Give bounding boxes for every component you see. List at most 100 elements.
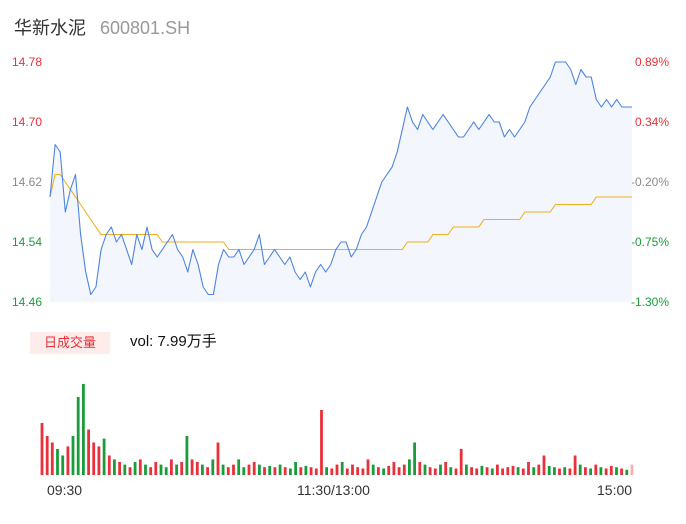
volume-bar [537,464,541,475]
volume-bar [82,384,85,475]
volume-bar [138,459,142,475]
volume-bar [107,455,111,475]
volume-bar [465,464,468,475]
price-tick-2: 14.70 [12,115,43,129]
volume-bar [325,467,328,475]
volume-bar [584,467,587,475]
volume-bar [330,468,334,475]
price-tick-5: 14.46 [12,295,43,309]
volume-bar [345,468,349,475]
volume-bar [144,464,147,475]
stock-title: 华新水泥 600801.SH [14,14,190,40]
volume-bar [335,464,339,475]
price-line [49,61,632,296]
volume-bar [206,467,209,475]
volume-bar [278,464,282,475]
pct-tick-1: 0.89% [634,55,669,69]
volume-bar [294,462,297,475]
volume-bar [516,467,520,475]
volume-bar [568,468,572,475]
volume-bar [454,468,458,475]
volume-bar [532,467,536,475]
volume-bar [615,467,618,475]
volume-bar [506,467,510,475]
volume-bar [604,468,608,475]
volume-bar [527,462,530,475]
volume-bar [258,464,261,475]
volume-bar [175,464,178,475]
volume-bar [553,467,556,475]
volume-bar [170,459,173,475]
volume-bar [71,436,75,475]
volume-bar [185,436,189,475]
volume-bar [314,468,318,475]
volume-bar [211,459,215,475]
volume-bar [289,468,292,475]
volume-bar [449,467,453,475]
volume-bar [392,462,396,475]
volume-bar [87,429,90,475]
average-price-line [49,173,632,251]
volume-bar [578,464,582,475]
volume-bar [128,467,132,475]
volume-bar [66,446,70,475]
volume-bar [558,468,561,475]
volume-bar [268,465,272,475]
x-tick-close: 15:00 [597,482,633,498]
volume-bar [496,464,499,475]
volume-bar [309,467,313,475]
volume-bar [190,459,194,475]
volume-bar [304,465,308,475]
price-tick-1: 14.78 [12,55,43,69]
stock-code: 600801.SH [100,18,191,38]
volume-badge[interactable]: 日成交量 [30,332,110,354]
volume-bar [159,464,163,475]
pct-tick-3: -0.20% [630,175,669,189]
volume-bar [123,464,127,475]
volume-bar [118,462,121,475]
volume-bar [620,468,623,475]
volume-bar [397,467,401,475]
volume-bar [149,467,153,475]
volume-bar [439,464,442,475]
volume-bar [133,462,137,475]
volume-bar [423,464,427,475]
volume-bar [371,464,375,475]
volume-bar [418,462,422,475]
volume-bar [221,464,225,475]
volume-bar [428,467,432,475]
volume-bar [76,397,80,475]
volume-bar [630,464,634,475]
volume-bar [92,442,96,475]
volume-bar [470,467,473,475]
volume-bar [50,442,54,475]
volume-bar [547,465,551,475]
pct-tick-4: -0.75% [630,235,669,249]
volume-bar [542,455,546,475]
volume-bar [180,462,184,475]
volume-bar [154,462,158,475]
volume-bar [589,468,592,475]
volume-bar [201,464,204,475]
volume-bar [485,467,489,475]
volume-bar [444,462,448,475]
volume-bar [61,455,65,475]
volume-bar [382,468,385,475]
volume-bar [45,436,49,475]
pct-tick-2: 0.34% [634,115,669,129]
volume-bar [247,464,251,475]
volume-bar [459,449,463,475]
volume-bar [273,467,277,475]
volume-readout: vol: 7.99万手 [130,333,217,350]
volume-bar [573,455,577,475]
volume-bar [164,467,168,475]
volume-bar [377,467,380,475]
volume-bar [195,462,199,475]
volume-bar [40,423,44,475]
volume-bar [226,467,230,475]
x-tick-open: 09:30 [47,482,83,498]
volume-bar [97,446,101,475]
volume-bar [480,465,484,475]
volume-bar [242,467,246,475]
volume-bar [216,442,220,475]
